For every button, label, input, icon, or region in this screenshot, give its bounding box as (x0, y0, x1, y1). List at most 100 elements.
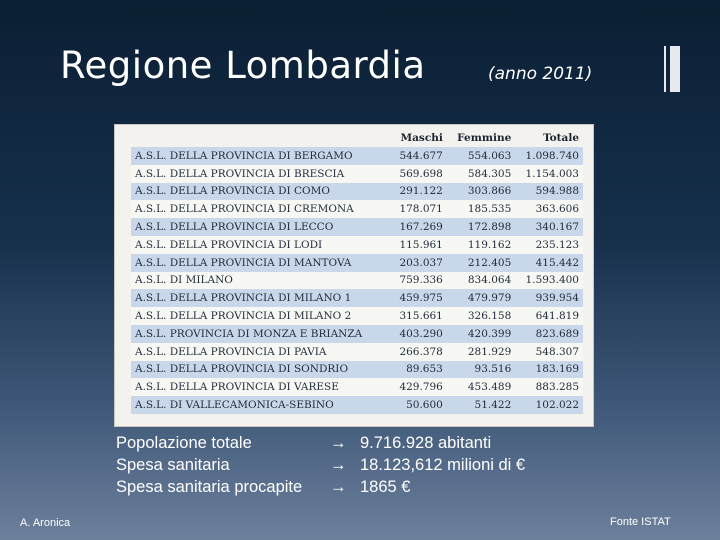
totale-cell: 1.154.003 (515, 164, 583, 183)
summary-stats: Popolazione totale → 9.716.928 abitanti … (116, 432, 525, 498)
asl-name-cell: A.S.L. DELLA PROVINCIA DI LECCO (131, 218, 391, 236)
table-row: A.S.L. DELLA PROVINCIA DI SONDRIO 89.653 9… (131, 360, 583, 379)
femmine-cell: 172.898 (446, 218, 516, 236)
stat-label: Spesa sanitaria procapite (116, 478, 303, 496)
table-header-row: Maschi Femmine Totale (131, 131, 583, 147)
maschi-cell: 89.653 (390, 360, 447, 379)
stat-value: 9.716.928 abitanti (360, 434, 492, 452)
femmine-cell: 420.399 (446, 324, 516, 343)
femmine-cell: 326.158 (446, 307, 516, 325)
stat-label: Popolazione totale (116, 434, 252, 452)
asl-name-cell: A.S.L. DELLA PROVINCIA DI MILANO 1 (131, 289, 391, 308)
asl-name-cell: A.S.L. DELLA PROVINCIA DI CREMONA (131, 200, 391, 219)
maschi-cell: 167.269 (390, 218, 447, 236)
stat-value: 1865 € (360, 478, 411, 496)
maschi-cell: 115.961 (390, 235, 447, 254)
stat-row-health-spending: Spesa sanitaria → 18.123,612 milioni di … (116, 454, 525, 476)
table-row: A.S.L. DI VALLECAMONICA-SEBINO 50.600 51.4… (131, 396, 583, 414)
accent-bar-thin (664, 46, 666, 92)
femmine-cell: 212.405 (446, 253, 516, 272)
header-femmine: Femmine (457, 132, 512, 144)
femmine-cell: 834.064 (446, 271, 516, 290)
femmine-cell: 185.535 (446, 200, 516, 219)
totale-cell: 235.123 (515, 235, 583, 254)
totale-cell: 415.442 (515, 253, 583, 272)
totale-cell: 102.022 (515, 396, 583, 414)
asl-name-cell: A.S.L. DELLA PROVINCIA DI MANTOVA (131, 253, 391, 272)
slide-subtitle: (anno 2011) (488, 64, 593, 84)
totale-cell: 183.169 (515, 360, 583, 379)
table-row: A.S.L. DELLA PROVINCIA DI MILANO 2 315.66… (131, 307, 583, 325)
asl-name-cell: A.S.L. DELLA PROVINCIA DI BERGAMO (131, 147, 391, 165)
totale-cell: 641.819 (515, 307, 583, 325)
author-footer: A. Aronica (20, 517, 71, 529)
arrow-right-icon: → (330, 478, 347, 496)
maschi-cell: 266.378 (390, 342, 447, 361)
table-row: A.S.L. DELLA PROVINCIA DI COMO 291.122 303… (131, 182, 583, 201)
header-totale: Totale (543, 132, 579, 144)
maschi-cell: 459.975 (390, 289, 447, 308)
table-row: A.S.L. DELLA PROVINCIA DI LECCO 167.269 17… (131, 218, 583, 236)
totale-cell: 340.167 (515, 218, 583, 236)
femmine-cell: 453.489 (446, 378, 516, 397)
table-row: A.S.L. DELLA PROVINCIA DI MANTOVA 203.037… (131, 253, 583, 272)
accent-bar-thick (670, 46, 680, 92)
stat-row-per-capita: Spesa sanitaria procapite → 1865 € (116, 476, 525, 498)
asl-name-cell: A.S.L. DELLA PROVINCIA DI BRESCIA (131, 164, 391, 183)
maschi-cell: 178.071 (390, 200, 447, 219)
table-row: A.S.L. DELLA PROVINCIA DI BRESCIA 569.698… (131, 164, 583, 183)
table-row: A.S.L. DELLA PROVINCIA DI PAVIA 266.378 28… (131, 342, 583, 361)
asl-name-cell: A.S.L. DI VALLECAMONICA-SEBINO (131, 396, 391, 414)
stat-value: 18.123,612 milioni di € (360, 456, 526, 474)
totale-cell: 363.606 (515, 200, 583, 219)
slide-title: Regione Lombardia (60, 44, 426, 87)
femmine-cell: 93.516 (446, 360, 516, 379)
totale-cell: 548.307 (515, 342, 583, 361)
femmine-cell: 584.305 (446, 164, 516, 183)
maschi-cell: 50.600 (390, 396, 447, 414)
arrow-right-icon: → (330, 456, 347, 474)
femmine-cell: 303.866 (446, 182, 516, 201)
maschi-cell: 403.290 (390, 324, 447, 343)
asl-name-cell: A.S.L. DELLA PROVINCIA DI SONDRIO (131, 360, 391, 379)
totale-cell: 883.285 (515, 378, 583, 397)
asl-name-cell: A.S.L. PROVINCIA DI MONZA E BRIANZA (131, 324, 391, 343)
femmine-cell: 554.063 (446, 147, 516, 165)
totale-cell: 1.593.400 (515, 271, 583, 290)
maschi-cell: 759.336 (390, 271, 447, 290)
stat-label: Spesa sanitaria (116, 456, 230, 474)
maschi-cell: 315.661 (390, 307, 447, 325)
totale-cell: 823.689 (515, 324, 583, 343)
table-row: A.S.L. DELLA PROVINCIA DI CREMONA 178.071… (131, 200, 583, 219)
asl-name-cell: A.S.L. DELLA PROVINCIA DI COMO (131, 182, 391, 201)
asl-name-cell: A.S.L. DELLA PROVINCIA DI PAVIA (131, 342, 391, 361)
table-row: A.S.L. DI MILANO 759.336 834.064 1.593.400 (131, 271, 583, 290)
table-row: A.S.L. PROVINCIA DI MONZA E BRIANZA 403.2… (131, 324, 583, 343)
totale-cell: 1.098.740 (515, 147, 583, 165)
totale-cell: 594.988 (515, 182, 583, 201)
table-row: A.S.L. DELLA PROVINCIA DI MILANO 1 459.97… (131, 289, 583, 308)
source-footer: Fonte ISTAT (610, 516, 671, 528)
femmine-cell: 51.422 (446, 396, 516, 414)
asl-name-cell: A.S.L. DELLA PROVINCIA DI VARESE (131, 378, 391, 397)
totale-cell: 939.954 (515, 289, 583, 308)
asl-name-cell: A.S.L. DELLA PROVINCIA DI MILANO 2 (131, 307, 391, 325)
maschi-cell: 544.677 (390, 147, 447, 165)
asl-name-cell: A.S.L. DELLA PROVINCIA DI LODI (131, 235, 391, 254)
maschi-cell: 429.796 (390, 378, 447, 397)
femmine-cell: 479.979 (446, 289, 516, 308)
femmine-cell: 281.929 (446, 342, 516, 361)
stat-row-population: Popolazione totale → 9.716.928 abitanti (116, 432, 525, 454)
arrow-right-icon: → (330, 434, 347, 452)
population-table-image: Maschi Femmine Totale A.S.L. DELLA PROVI… (114, 124, 594, 427)
table-row: A.S.L. DELLA PROVINCIA DI VARESE 429.796 4… (131, 378, 583, 397)
maschi-cell: 569.698 (390, 164, 447, 183)
header-maschi: Maschi (400, 132, 443, 144)
header-asl (131, 131, 390, 147)
table-row: A.S.L. DELLA PROVINCIA DI LODI 115.961 119… (131, 235, 583, 254)
femmine-cell: 119.162 (446, 235, 516, 254)
maschi-cell: 291.122 (390, 182, 447, 201)
maschi-cell: 203.037 (390, 253, 447, 272)
table-row: A.S.L. DELLA PROVINCIA DI BERGAMO 544.677… (131, 147, 583, 165)
population-table: Maschi Femmine Totale A.S.L. DELLA PROVI… (131, 131, 583, 414)
